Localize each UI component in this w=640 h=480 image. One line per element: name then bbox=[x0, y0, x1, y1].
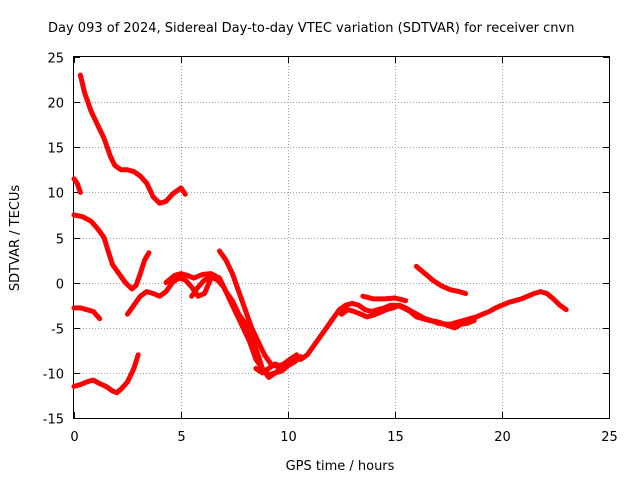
series-line-sat-b bbox=[71, 176, 83, 195]
series-group bbox=[71, 72, 569, 396]
y-tick-labels: -15 -10 -5 0 5 10 15 20 25 bbox=[43, 52, 64, 428]
y-tick-label: 25 bbox=[47, 52, 64, 67]
series-line-sat-g bbox=[163, 271, 304, 378]
grid-lines bbox=[74, 57, 609, 418]
series-line-sat-e bbox=[71, 352, 141, 396]
series-line-sat-h bbox=[189, 274, 297, 380]
x-tick-label: 0 bbox=[70, 430, 78, 445]
x-axis-label: GPS time / hours bbox=[286, 459, 395, 474]
x-tick-label: 5 bbox=[177, 430, 185, 445]
series-line-sat-m bbox=[413, 263, 469, 296]
y-tick-label: 20 bbox=[47, 97, 64, 112]
y-tick-label: -10 bbox=[43, 368, 64, 383]
y-tick-label: 15 bbox=[47, 142, 64, 157]
series-line-sat-a bbox=[77, 72, 188, 206]
series-line-sat-k bbox=[339, 289, 569, 327]
y-tick-label: 10 bbox=[47, 187, 64, 202]
y-tick-label: 5 bbox=[56, 233, 64, 248]
x-tick-label: 20 bbox=[494, 430, 511, 445]
y-tick-label: 0 bbox=[56, 278, 64, 293]
y-tick-label: -15 bbox=[43, 413, 64, 428]
series-line-sat-d bbox=[71, 305, 103, 322]
axis-ticks bbox=[74, 57, 610, 419]
y-tick-label: -5 bbox=[51, 323, 64, 338]
x-tick-label: 25 bbox=[601, 430, 618, 445]
x-tick-label: 15 bbox=[387, 430, 404, 445]
y-axis-label: SDTVAR / TECUs bbox=[8, 185, 23, 292]
chart-title: Day 093 of 2024, Sidereal Day-to-day VTE… bbox=[48, 21, 574, 36]
series-line-sat-f bbox=[125, 275, 214, 317]
series-line-sat-l bbox=[360, 293, 409, 304]
x-tick-label: 10 bbox=[280, 430, 297, 445]
plot-frame bbox=[73, 56, 610, 419]
x-tick-labels: 0 5 10 15 20 25 bbox=[70, 430, 617, 445]
series-line-sat-c bbox=[71, 212, 152, 292]
